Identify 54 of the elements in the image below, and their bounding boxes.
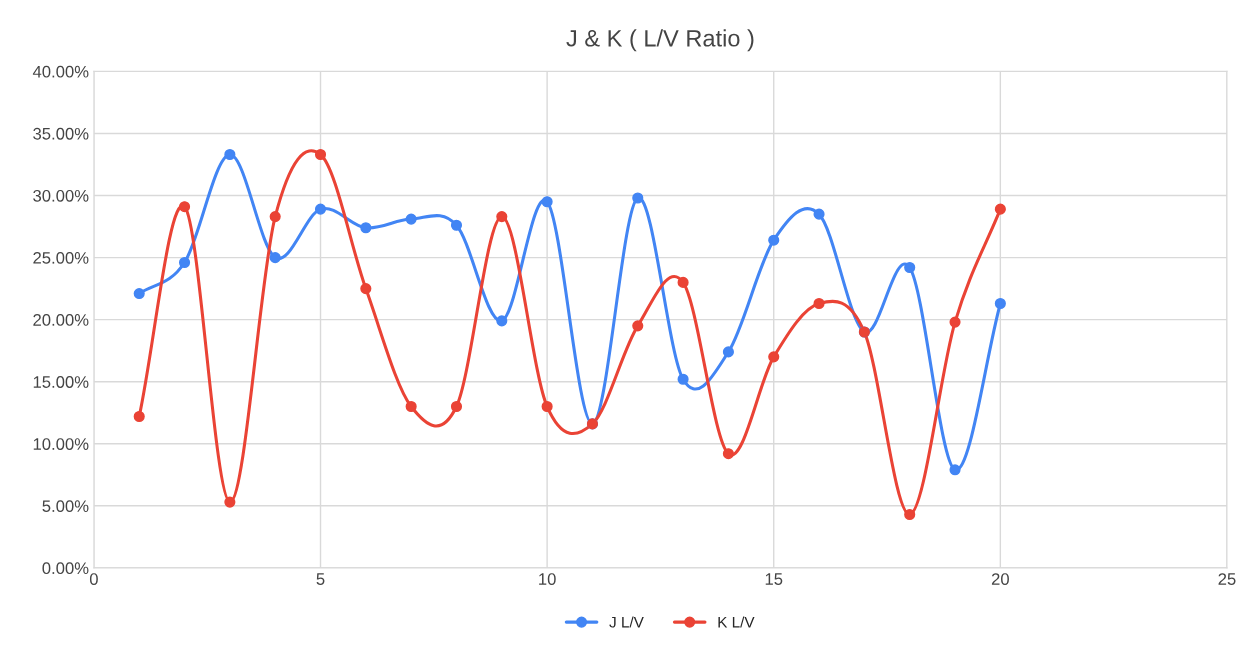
chart-title: J & K ( L/V Ratio )	[566, 29, 754, 52]
point	[450, 400, 463, 413]
y-tick-label: 40.00%	[32, 65, 89, 78]
point	[949, 464, 961, 476]
x-tick-label: 0	[89, 573, 98, 585]
point	[178, 256, 191, 269]
y-tick-label: 30.00%	[33, 189, 89, 202]
point	[677, 373, 689, 385]
point	[994, 203, 1006, 215]
point	[133, 410, 145, 423]
point	[496, 211, 508, 223]
point	[632, 192, 644, 204]
point	[768, 351, 780, 363]
point	[677, 276, 689, 288]
y-tick-label: 0.00%	[42, 562, 89, 575]
y-tick-label: 35.00%	[33, 127, 89, 140]
point	[269, 211, 281, 223]
x-tick-label: 25	[1218, 573, 1236, 585]
point	[405, 400, 417, 413]
point	[632, 320, 644, 332]
point	[722, 448, 734, 460]
point	[360, 222, 372, 234]
point	[768, 234, 780, 246]
point	[813, 297, 825, 310]
point	[224, 496, 236, 508]
x-tick-label: 20	[991, 573, 1009, 585]
point	[949, 316, 961, 328]
point	[722, 346, 734, 358]
point	[269, 252, 281, 264]
point	[994, 297, 1006, 310]
x-tick-label: 10	[539, 573, 556, 585]
y-tick-label: 20.00%	[33, 314, 89, 326]
point	[541, 196, 553, 208]
legend-label: K L/V	[718, 616, 755, 628]
y-tick-label: 25.00%	[33, 251, 89, 264]
x-tick-label: 5	[316, 573, 325, 585]
point	[133, 288, 145, 300]
point	[541, 400, 553, 413]
point	[904, 508, 916, 521]
point	[450, 219, 463, 231]
point	[496, 315, 508, 327]
y-tick-label: 15.00%	[33, 376, 89, 388]
x-tick-label: 15	[765, 573, 783, 585]
point	[314, 203, 327, 215]
y-tick-label: 10.00%	[33, 438, 89, 450]
point	[224, 148, 236, 161]
point	[813, 208, 825, 220]
legend-label: J L/V	[609, 616, 644, 628]
point	[314, 148, 327, 161]
point	[178, 201, 191, 213]
point	[360, 283, 372, 295]
y-tick-label: 5.00%	[42, 500, 89, 513]
point	[405, 213, 417, 225]
point	[904, 261, 916, 274]
